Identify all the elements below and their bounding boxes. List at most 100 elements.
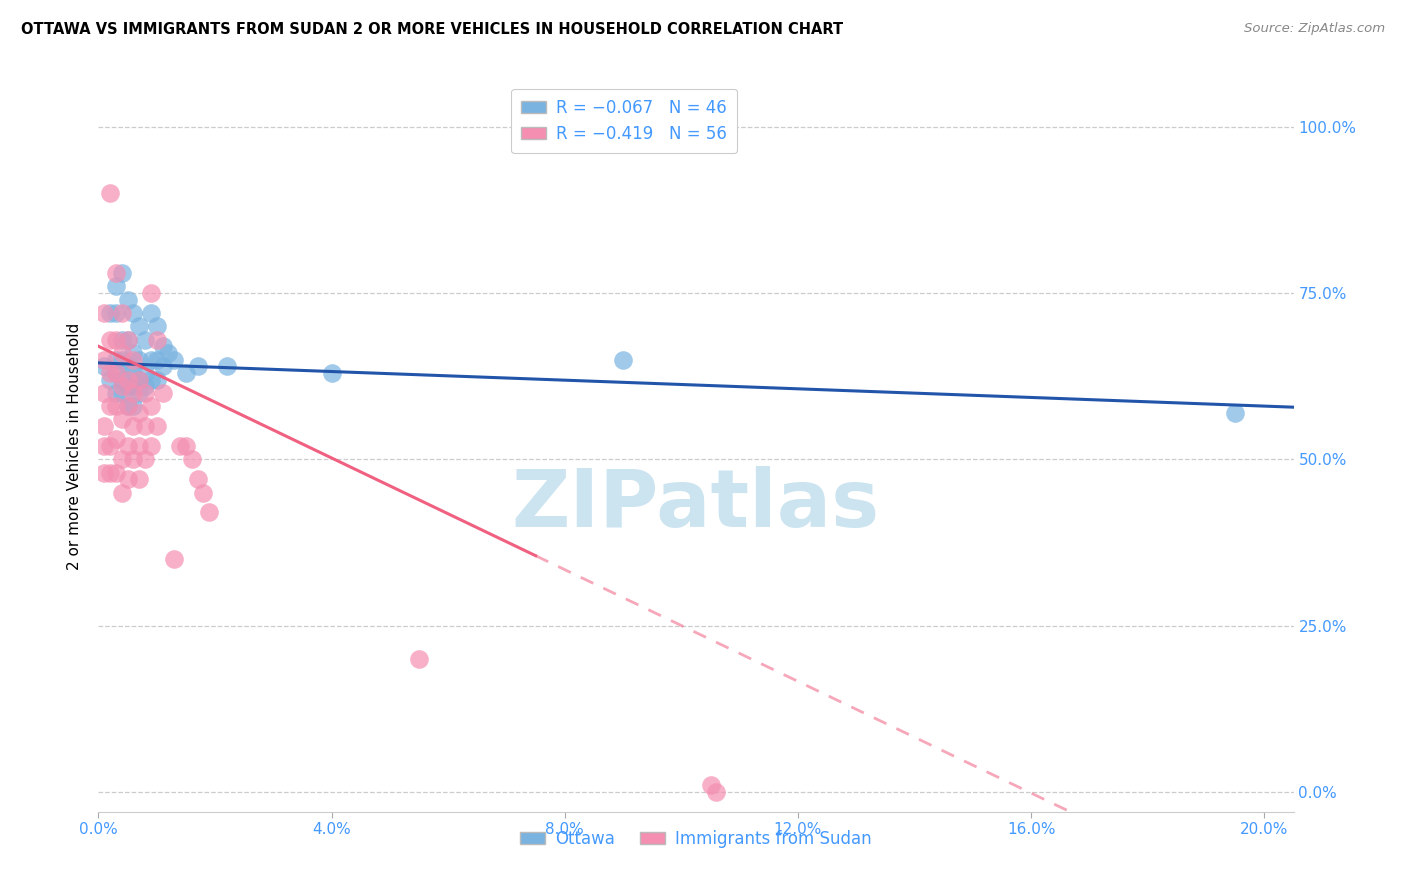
Point [122,419,145,434]
Point [139,306,162,320]
Point [186,472,208,486]
Point [117,472,139,486]
Point [706,785,728,799]
Point [117,333,139,347]
Text: Source: ZipAtlas.com: Source: ZipAtlas.com [1244,22,1385,36]
Point [163,552,186,566]
Point [111,379,134,393]
Point [128,385,150,400]
Point [152,339,174,353]
Text: ZIPatlas: ZIPatlas [512,466,880,543]
Point [111,346,134,360]
Point [152,359,174,374]
Point [93,466,115,480]
Point [104,352,127,367]
Point [111,485,134,500]
Point [174,439,197,453]
Point [98,399,121,413]
Point [111,352,134,367]
Point [98,439,121,453]
Point [117,333,139,347]
Point [122,352,145,367]
Point [93,359,115,374]
Point [215,359,238,374]
Point [104,279,127,293]
Point [193,485,215,500]
Point [111,266,134,280]
Point [139,439,162,453]
Point [139,399,162,413]
Point [134,385,156,400]
Point [180,452,202,467]
Point [408,652,430,666]
Point [122,399,145,413]
Point [128,372,150,386]
Point [98,466,121,480]
Point [169,439,191,453]
Point [117,399,139,413]
Point [139,286,162,301]
Point [612,352,634,367]
Point [128,439,150,453]
Point [117,372,139,386]
Point [111,306,134,320]
Point [98,186,121,201]
Point [128,319,150,334]
Point [117,359,139,374]
Point [117,439,139,453]
Point [174,366,197,380]
Point [152,385,174,400]
Point [104,399,127,413]
Point [122,379,145,393]
Point [128,372,150,386]
Point [1225,406,1247,420]
Point [98,372,121,386]
Point [699,778,721,792]
Point [117,293,139,307]
Point [98,306,121,320]
Point [128,472,150,486]
Point [134,366,156,380]
Y-axis label: 2 or more Vehicles in Household: 2 or more Vehicles in Household [67,322,83,570]
Point [139,372,162,386]
Point [98,333,121,347]
Point [198,506,221,520]
Point [134,452,156,467]
Point [117,399,139,413]
Point [104,466,127,480]
Point [111,385,134,400]
Point [163,352,186,367]
Point [122,366,145,380]
Point [93,385,115,400]
Point [122,385,145,400]
Point [93,352,115,367]
Point [145,372,167,386]
Point [104,433,127,447]
Point [122,306,145,320]
Point [139,352,162,367]
Point [93,306,115,320]
Point [111,452,134,467]
Text: OTTAWA VS IMMIGRANTS FROM SUDAN 2 OR MORE VEHICLES IN HOUSEHOLD CORRELATION CHAR: OTTAWA VS IMMIGRANTS FROM SUDAN 2 OR MOR… [21,22,844,37]
Point [145,333,167,347]
Point [145,419,167,434]
Point [104,366,127,380]
Point [104,306,127,320]
Point [134,333,156,347]
Point [117,379,139,393]
Point [104,266,127,280]
Point [122,452,145,467]
Point [128,406,150,420]
Point [104,366,127,380]
Point [111,333,134,347]
Point [186,359,208,374]
Point [93,439,115,453]
Point [111,412,134,426]
Point [145,352,167,367]
Point [122,346,145,360]
Point [104,385,127,400]
Point [134,379,156,393]
Point [98,366,121,380]
Point [321,366,343,380]
Point [104,333,127,347]
